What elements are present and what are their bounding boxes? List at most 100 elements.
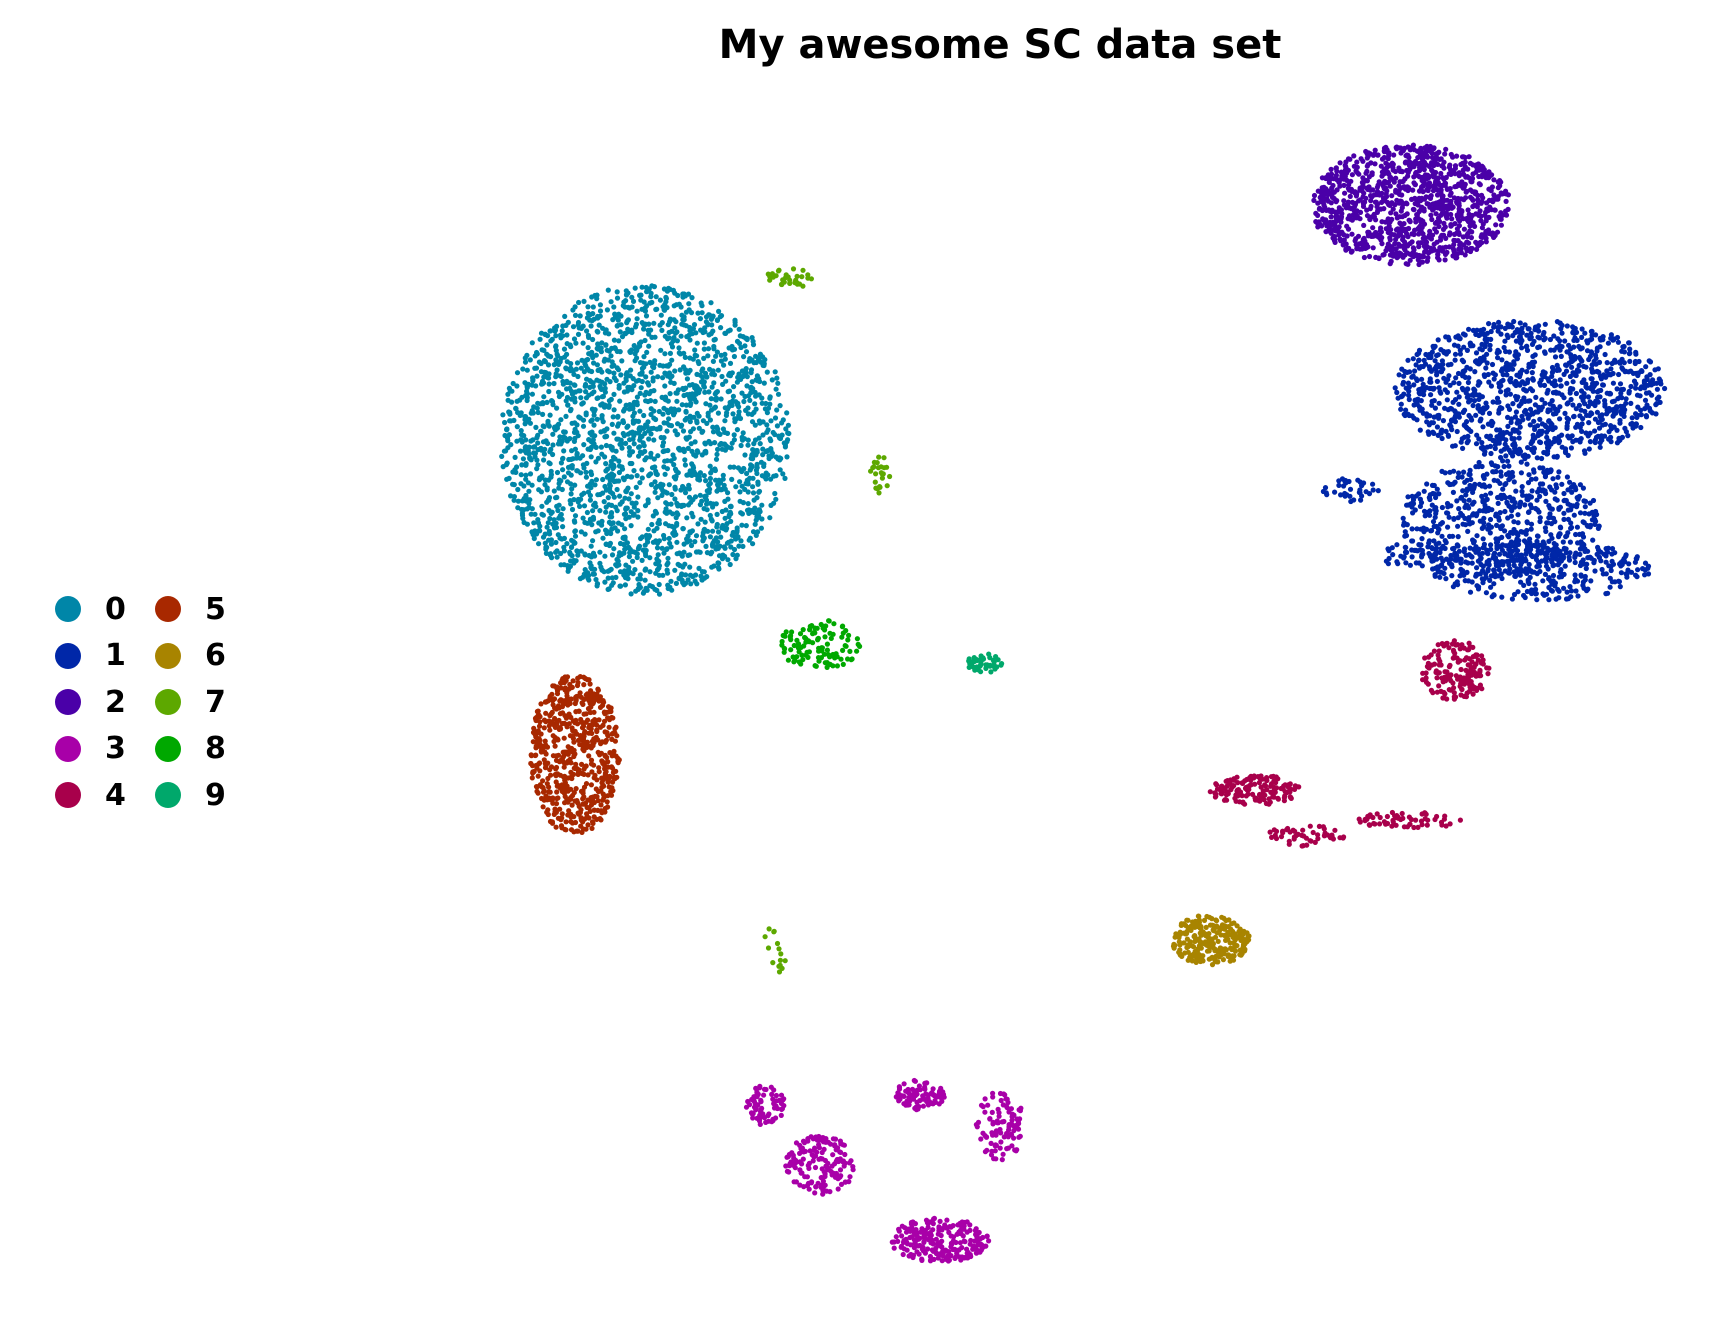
point-cluster-1: [1626, 390, 1632, 396]
point-cluster-0: [512, 454, 518, 460]
point-cluster-0: [716, 308, 722, 314]
point-cluster-0: [658, 312, 664, 318]
point-cluster-0: [611, 375, 618, 381]
point-cluster-0: [683, 435, 690, 441]
point-cluster-0: [748, 370, 754, 376]
point-cluster-1: [1518, 330, 1524, 336]
point-cluster-0: [617, 493, 623, 499]
point-cluster-0: [676, 446, 682, 452]
point-cluster-0: [536, 477, 543, 483]
point-cluster-1: [1460, 368, 1466, 374]
point-cluster-1: [1434, 424, 1440, 430]
point-cluster-1: [1478, 561, 1484, 568]
point-cluster-0: [519, 439, 525, 445]
point-cluster-0: [565, 470, 572, 476]
point-cluster-0: [628, 509, 634, 515]
point-cluster-0: [608, 509, 615, 516]
point-cluster-1: [1461, 469, 1467, 475]
point-cluster-1: [1567, 435, 1573, 441]
point-cluster-0: [752, 422, 758, 428]
point-cluster-1: [1464, 487, 1470, 494]
point-cluster-1: [1460, 521, 1466, 527]
point-cluster-0: [587, 492, 594, 499]
point-cluster-0: [637, 572, 643, 578]
point-cluster-0: [738, 442, 744, 449]
point-cluster-0: [581, 503, 588, 509]
point-cluster-1: [1495, 355, 1501, 361]
point-cluster-1: [1400, 515, 1406, 521]
point-cluster-1: [1322, 485, 1329, 491]
point-cluster-0: [520, 456, 527, 462]
point-cluster-0: [702, 389, 708, 395]
point-cluster-0: [728, 511, 734, 517]
point-cluster-0: [540, 411, 546, 417]
point-cluster-1: [1468, 553, 1474, 559]
point-cluster-1: [1445, 504, 1451, 510]
point-cluster-1: [1568, 396, 1574, 403]
point-cluster-2: [1376, 179, 1382, 185]
point-cluster-0: [560, 506, 566, 512]
point-cluster-1: [1450, 533, 1456, 539]
point-cluster-1: [1481, 405, 1487, 411]
point-cluster-0: [774, 375, 780, 381]
point-cluster-1: [1572, 572, 1578, 578]
point-cluster-0: [588, 323, 594, 329]
point-cluster-0: [671, 335, 677, 341]
point-cluster-0: [633, 500, 639, 506]
point-cluster-0: [572, 513, 579, 519]
point-cluster-0: [561, 474, 567, 480]
point-cluster-0: [709, 542, 716, 548]
point-cluster-0: [560, 456, 566, 462]
point-cluster-0: [626, 564, 632, 570]
point-cluster-1: [1464, 394, 1470, 400]
point-cluster-0: [663, 299, 669, 305]
point-cluster-0: [523, 461, 529, 467]
point-cluster-0: [558, 550, 564, 557]
point-cluster-1: [1421, 488, 1427, 494]
point-cluster-1: [1528, 521, 1535, 527]
point-cluster-0: [557, 359, 563, 365]
point-cluster-1: [1539, 455, 1545, 462]
point-cluster-0: [784, 410, 790, 416]
point-cluster-0: [568, 491, 574, 497]
point-cluster-0: [703, 401, 709, 407]
point-cluster-0: [702, 519, 708, 525]
point-cluster-0: [642, 430, 648, 436]
point-cluster-1: [1579, 428, 1585, 434]
point-cluster-0: [545, 520, 551, 526]
point-cluster-1: [1559, 574, 1565, 580]
point-cluster-0: [678, 333, 684, 339]
point-cluster-0: [749, 357, 755, 363]
point-cluster-0: [563, 398, 569, 404]
point-cluster-0: [737, 333, 743, 339]
point-cluster-1: [1528, 476, 1535, 482]
point-cluster-1: [1467, 471, 1473, 478]
point-cluster-0: [547, 515, 553, 522]
point-cluster-0: [623, 292, 630, 298]
point-cluster-0: [648, 369, 654, 375]
point-cluster-0: [678, 304, 684, 310]
point-cluster-0: [668, 379, 674, 385]
point-cluster-0: [589, 522, 595, 528]
point-cluster-1: [1435, 337, 1441, 343]
point-cluster-1: [1617, 359, 1623, 365]
point-cluster-0: [709, 518, 715, 524]
point-cluster-1: [1564, 423, 1570, 429]
point-cluster-0: [549, 555, 555, 561]
point-cluster-0: [639, 369, 645, 376]
point-cluster-0: [627, 349, 634, 355]
point-cluster-0: [674, 329, 680, 335]
point-cluster-1: [1491, 567, 1497, 573]
point-cluster-2: [1448, 151, 1454, 158]
point-cluster-1: [1524, 347, 1531, 353]
point-cluster-0: [591, 360, 597, 366]
point-cluster-0: [652, 479, 658, 485]
point-cluster-0: [563, 366, 570, 372]
point-cluster-1: [1578, 388, 1585, 394]
point-cluster-0: [585, 570, 591, 576]
point-cluster-0: [554, 469, 561, 476]
point-cluster-1: [1573, 406, 1579, 412]
point-cluster-1: [1480, 424, 1486, 430]
point-cluster-0: [590, 508, 596, 514]
point-cluster-0: [705, 353, 711, 359]
